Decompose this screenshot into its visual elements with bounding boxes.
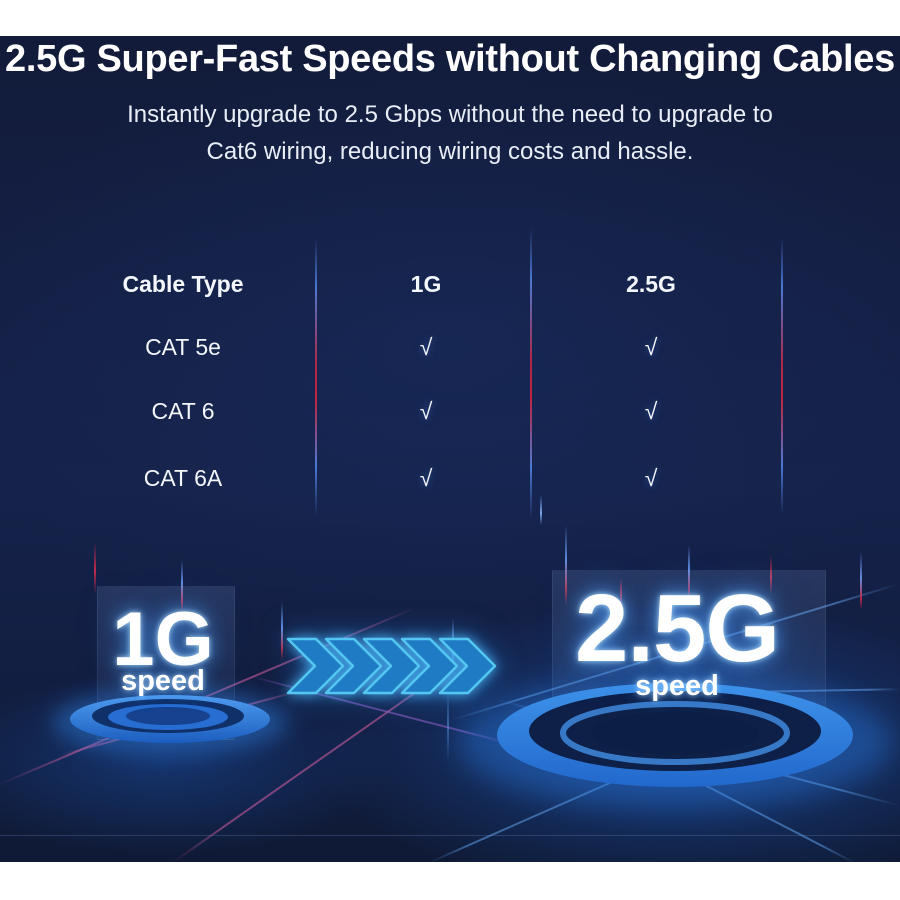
table-row-cat-6a: CAT 6A √ √ bbox=[0, 462, 900, 494]
speed-label-2-5g: speed bbox=[635, 670, 719, 702]
page-title: 2.5G Super-Fast Speeds without Changing … bbox=[5, 38, 895, 80]
cable-type-label: CAT 6 bbox=[151, 398, 215, 424]
light-streak bbox=[315, 238, 317, 516]
horizon-line bbox=[0, 835, 900, 836]
speed-value-2-5g: 2.5G bbox=[574, 575, 780, 682]
table-row-cat-5e: CAT 5e √ √ bbox=[0, 331, 900, 363]
check-icon: √ bbox=[644, 334, 658, 360]
dark-scene: 2.5G Super-Fast Speeds without Changing … bbox=[0, 36, 900, 862]
light-streak bbox=[530, 228, 532, 520]
column-header-1g: 1G bbox=[410, 271, 442, 297]
light-particle bbox=[452, 618, 454, 668]
light-particle bbox=[540, 495, 542, 525]
cable-type-label: CAT 6A bbox=[143, 465, 223, 491]
light-particle bbox=[860, 552, 862, 610]
subtitle-line-1: Instantly upgrade to 2.5 Gbps without th… bbox=[127, 101, 773, 128]
grid-line bbox=[447, 690, 449, 760]
light-particle bbox=[565, 525, 567, 605]
light-streak bbox=[781, 238, 783, 515]
subtitle-line-2: Cat6 wiring, reducing wiring costs and h… bbox=[206, 138, 694, 165]
check-icon: √ bbox=[644, 398, 658, 424]
light-particle bbox=[620, 578, 622, 608]
light-particle bbox=[94, 542, 96, 594]
light-particle bbox=[181, 560, 183, 612]
speed-label-1g: speed bbox=[121, 665, 205, 697]
check-icon: √ bbox=[644, 465, 658, 491]
check-icon: √ bbox=[419, 334, 433, 360]
check-icon: √ bbox=[419, 398, 433, 424]
light-particle bbox=[281, 602, 283, 660]
check-icon: √ bbox=[419, 465, 433, 491]
speed-value-1g: 1G bbox=[112, 597, 214, 682]
column-header-2-5g: 2.5G bbox=[626, 271, 676, 297]
table-header-row: Cable Type 1G 2.5G bbox=[0, 268, 900, 300]
light-particle bbox=[770, 555, 772, 595]
light-particle bbox=[688, 545, 690, 600]
cable-type-label: CAT 5e bbox=[145, 334, 221, 360]
column-header-cable-type: Cable Type bbox=[122, 271, 244, 297]
grid-line bbox=[429, 744, 695, 862]
table-row-cat-6: CAT 6 √ √ bbox=[0, 395, 900, 427]
